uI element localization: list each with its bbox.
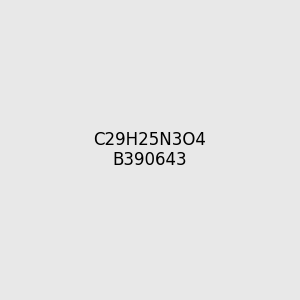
Text: C29H25N3O4
B390643: C29H25N3O4 B390643 bbox=[94, 130, 206, 170]
